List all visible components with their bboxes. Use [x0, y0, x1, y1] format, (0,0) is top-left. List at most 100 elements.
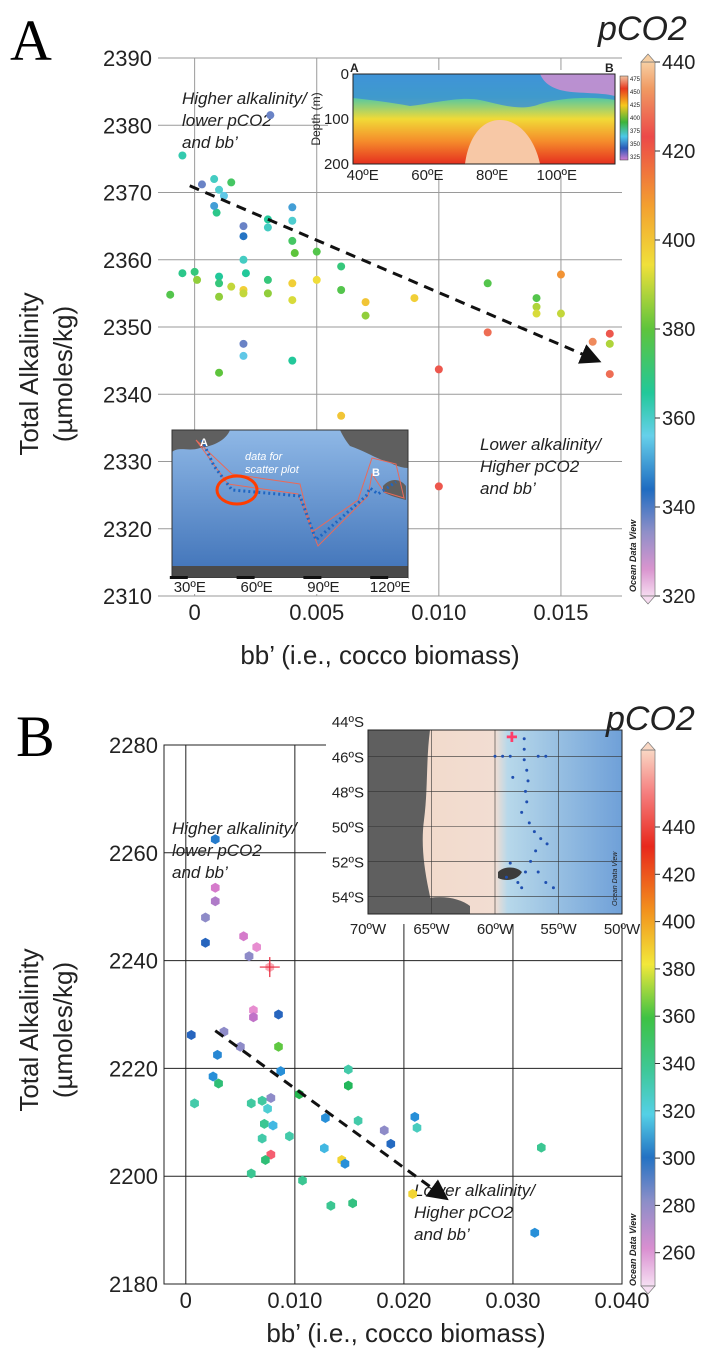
panel-a-colorbar-tick: 420	[662, 141, 695, 163]
map-b-station-dot	[493, 754, 497, 758]
panel-b-colorbar-tick: 440	[662, 817, 695, 839]
map-inset-label-a: A	[200, 437, 208, 449]
panel-a-data-point	[532, 294, 541, 303]
panel-b-y-tick: 2180	[109, 1272, 158, 1297]
map-b-station-dot	[511, 775, 515, 779]
section-inset-colorbar	[619, 75, 629, 161]
panel-b-data-point	[379, 1125, 389, 1136]
panel-b-data-point	[298, 1175, 307, 1186]
map-b-lat-tick: 44ºS	[332, 714, 364, 731]
panel-b-data-point	[268, 1120, 278, 1131]
panel-a-annotation-upper-1: Higher alkalinity/	[182, 89, 309, 108]
panel-b-trend-arrow	[214, 1029, 449, 1201]
panel-a-data-point	[483, 328, 492, 337]
panel-a-data-point	[215, 279, 224, 288]
map-b-station-dot	[520, 810, 524, 814]
panel-b-x-tick: 0	[180, 1288, 192, 1313]
panel-b-data-point	[408, 1189, 417, 1199]
map-inset-x-tick: 120ºE	[370, 579, 411, 596]
panel-a-data-point	[410, 294, 419, 303]
panel-a-data-point	[556, 270, 565, 279]
map-b-lon-tick: 55ºW	[540, 921, 577, 938]
map-inset-highlight-ellipse	[215, 474, 259, 506]
panel-b-data-point	[410, 1111, 420, 1122]
panel-a-y-tick: 2330	[103, 450, 152, 475]
map-inset-cruise-outline	[195, 439, 405, 547]
panel-a-map-inset: A B data for scatter plot 30ºE 60ºE 90ºE 12…	[169, 429, 411, 596]
panel-a-data-point	[239, 339, 248, 348]
panel-a-annotation-lower-3: and bb’	[480, 479, 536, 498]
panel-a-colorbar	[640, 61, 656, 597]
panel-a-colorbar-tick: 400	[662, 230, 695, 252]
panel-a-colorbar-tick: 320	[662, 586, 695, 608]
map-b-station-dot	[525, 768, 529, 772]
panel-a-y-tick: 2340	[103, 382, 152, 407]
map-b-station-dot	[545, 842, 549, 846]
panel-b-x-tick: 0.030	[485, 1288, 540, 1313]
panel-a-data-point	[556, 309, 565, 318]
panel-a: A 0 0.005 0.010 0.015 2390 2380 2370 2360 2350 23…	[10, 8, 695, 670]
section-inset-y-tick: 100	[324, 111, 349, 128]
panel-a-data-point	[239, 351, 248, 360]
map-inset-track	[200, 439, 397, 543]
panel-b-y-axis-title: Total Alkalinity	[14, 948, 44, 1111]
panel-a-data-point	[434, 365, 443, 374]
panel-b-data-point	[326, 1200, 336, 1211]
panel-b-colorbar-ticks: 440 420 400 380 360 340 320 300 280 260	[655, 817, 695, 1265]
panel-a-data-point	[605, 339, 614, 348]
section-inset-x-tick: 60ºE	[411, 167, 443, 184]
panel-a-data-point	[361, 311, 370, 320]
panel-b-data-point	[201, 937, 210, 948]
map-b-station-dot	[504, 875, 508, 879]
panel-a-section-inset: 475 450 425 400 375 350 325 A B Depth (m) 0 100…	[309, 61, 641, 184]
panel-b-data-point	[386, 1138, 396, 1149]
panel-b-data-point	[353, 1115, 363, 1126]
panel-b-y-tick: 2260	[109, 841, 158, 866]
panel-a-data-point	[288, 296, 297, 305]
panel-b-data-point	[210, 882, 220, 893]
panel-a-colorbar-tick: 360	[662, 408, 695, 430]
panel-a-data-point	[605, 370, 614, 379]
panel-a-data-point	[434, 482, 443, 491]
panel-a-data-point	[178, 151, 187, 160]
panel-b-data-point	[285, 1131, 294, 1142]
map-inset-antarctica	[172, 566, 408, 578]
panel-a-data-point	[239, 255, 248, 264]
panel-b-data-point	[344, 1080, 353, 1091]
map-b-station-dot	[526, 779, 530, 783]
map-b-lon-tick: 50ºW	[604, 921, 641, 938]
panel-a-data-point	[193, 275, 202, 284]
map-inset-x-tick: 30ºE	[174, 579, 206, 596]
section-inset-colorbar-tick: 475	[630, 77, 641, 83]
map-b-selected-station-marker: ✚	[506, 729, 518, 745]
panel-a-y-axis-units: (µmoles/kg)	[48, 306, 78, 442]
panel-b-data-point	[261, 1155, 270, 1165]
panel-a-data-point	[288, 203, 297, 212]
panel-a-data-point	[605, 329, 614, 338]
map-inset-australia	[383, 480, 406, 500]
panel-b-data-point	[210, 834, 220, 845]
section-inset-colorbar-tick: 325	[630, 155, 641, 161]
panel-b-tick-labels: 0 0.010 0.020 0.030 0.040 2280 2260 2240 2220 220…	[109, 733, 649, 1313]
section-inset-x-tick: 80ºE	[476, 167, 508, 184]
panel-a-annotation-lower-2: Higher pCO2	[480, 457, 580, 476]
map-b-ticks: 44ºS 46ºS 48ºS 50ºS 52ºS 54ºS 70ºW 65ºW 60ºW 55ºW…	[332, 714, 641, 938]
panel-b-y-tick: 2280	[109, 733, 158, 758]
panel-b-colorbar-tick: 360	[662, 1006, 695, 1028]
panel-a-data-point	[288, 236, 297, 245]
map-inset-ticks: 30ºE 60ºE 90ºE 120ºE	[169, 576, 411, 596]
map-b-station-dot	[520, 886, 524, 890]
panel-a-x-tick: 0	[189, 600, 201, 625]
panel-b-y-tick: 2200	[109, 1164, 158, 1189]
map-b-station-dot	[534, 849, 538, 853]
map-b-lon-tick: 65ºW	[413, 921, 450, 938]
map-b-odv-watermark: Ocean Data View	[612, 851, 619, 906]
panel-a-y-tick: 2310	[103, 584, 152, 609]
panel-a-data-point	[263, 223, 272, 232]
panel-b-data-point	[190, 1098, 199, 1109]
panel-a-data-point	[227, 178, 236, 187]
map-b-tierra-del-fuego	[420, 897, 470, 914]
panel-a-colorbar-tick: 380	[662, 319, 695, 341]
panel-a-data-point	[215, 272, 224, 281]
panel-a-data-point	[263, 275, 272, 284]
